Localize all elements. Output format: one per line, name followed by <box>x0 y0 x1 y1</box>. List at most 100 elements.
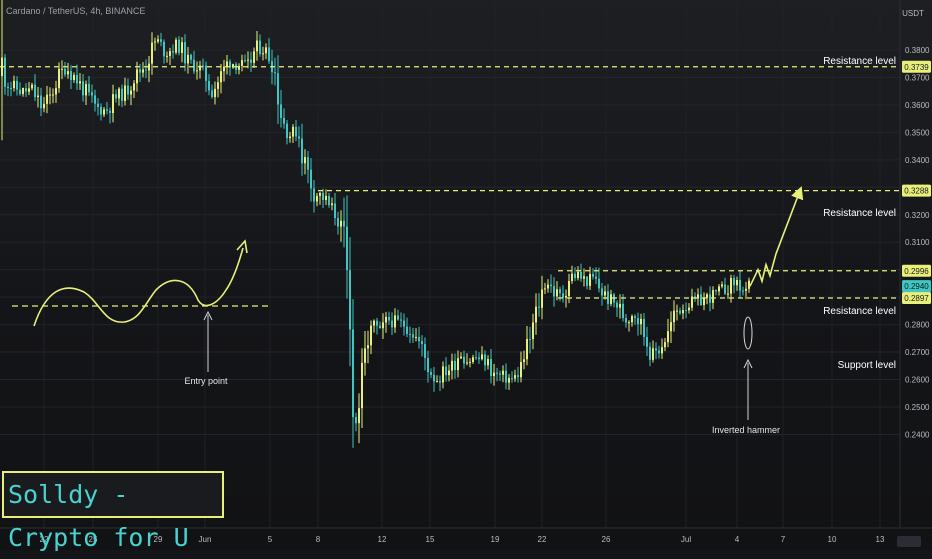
candle-body <box>739 279 741 291</box>
candle-body <box>226 61 228 67</box>
candle-body <box>340 220 342 227</box>
entry-label: Entry point <box>184 376 228 386</box>
candle-body <box>742 290 744 292</box>
candle-body <box>400 319 402 321</box>
candle-body <box>733 278 735 286</box>
candle-body <box>625 318 627 323</box>
candle-body <box>310 169 312 189</box>
candle-body <box>526 339 528 360</box>
candle-body <box>622 303 624 319</box>
candle-body <box>535 306 537 323</box>
candle-body <box>229 61 231 68</box>
candle-body <box>556 289 558 297</box>
candle-body <box>667 331 669 343</box>
time-axis[interactable]: 22 25 29 Jun 5 8 12 15 19 22 26 Jul 4 7 10 13 <box>40 535 885 544</box>
candle-body <box>268 47 270 62</box>
price-axis[interactable]: 0.38000.37000.36000.35000.34000.33000.32… <box>905 46 930 439</box>
price-tick-label: 0.3400 <box>905 156 930 165</box>
candle-body <box>301 138 303 164</box>
candle-body <box>433 374 435 382</box>
candle-body <box>508 378 510 383</box>
candle-body <box>199 65 201 71</box>
entry-wave <box>33 247 244 327</box>
price-tick-label: 0.3500 <box>905 128 930 137</box>
candle-body <box>436 381 438 383</box>
candle-body <box>592 273 594 277</box>
candle-body <box>331 203 333 206</box>
candle-body <box>532 322 534 340</box>
time-tick-label: 8 <box>316 535 321 544</box>
time-tick-label: 25 <box>89 535 98 544</box>
candle-body <box>298 136 300 139</box>
price-tick-label: 0.2400 <box>905 430 930 439</box>
candle-body <box>424 344 426 358</box>
candle-body <box>727 293 729 295</box>
candle-body <box>7 86 9 89</box>
candle-body <box>322 192 324 201</box>
candle-body <box>712 290 714 303</box>
levels-layer <box>0 66 900 299</box>
price-tick-label: 0.2700 <box>905 348 930 357</box>
candle-body <box>13 80 15 89</box>
candle-body <box>181 42 183 53</box>
candle-body <box>265 47 267 54</box>
candles-layer <box>1 0 750 448</box>
candle-body <box>541 289 543 308</box>
candle-body <box>70 71 72 80</box>
candle-body <box>454 360 456 371</box>
candle-body <box>430 372 432 375</box>
candle-body <box>460 356 462 359</box>
resistance-label-1: Resistance level <box>823 56 896 67</box>
candle-body <box>586 276 588 286</box>
candle-body <box>427 357 429 373</box>
candle-body <box>706 294 708 298</box>
candle-body <box>730 278 732 294</box>
candle-body <box>205 65 207 81</box>
candle-body <box>73 75 75 80</box>
time-tick-label: 12 <box>378 535 387 544</box>
candle-body <box>493 372 495 377</box>
candle-body <box>118 88 120 99</box>
candle-body <box>418 336 420 342</box>
candle-body <box>208 80 210 91</box>
candle-body <box>187 54 189 64</box>
candle-body <box>307 157 309 170</box>
grid-lines <box>0 0 900 528</box>
time-tick-label: 22 <box>40 535 49 544</box>
candle-body <box>568 280 570 296</box>
candle-body <box>403 320 405 327</box>
time-tick-label: 29 <box>154 535 163 544</box>
entry-wave-arrowhead <box>236 239 248 254</box>
time-tick-label: 10 <box>828 535 837 544</box>
candle-body <box>565 295 567 298</box>
forecast-arrow <box>749 186 804 287</box>
candle-body <box>664 342 666 348</box>
candle-body <box>250 59 252 63</box>
candle-body <box>82 81 84 96</box>
candle-body <box>487 359 489 366</box>
candle-body <box>379 325 381 329</box>
level-badge-2-text: 0.3288 <box>904 187 929 196</box>
candle-body <box>658 350 660 354</box>
candle-body <box>421 341 423 345</box>
candle-body <box>637 317 639 325</box>
candle-body <box>334 203 336 218</box>
candle-body <box>97 103 99 107</box>
candle-body <box>517 375 519 378</box>
candle-body <box>325 195 327 201</box>
candle-body <box>529 339 531 341</box>
candle-body <box>385 316 387 323</box>
candle-body <box>247 59 249 61</box>
candle-body <box>580 271 582 279</box>
candle-body <box>154 41 156 43</box>
candle-body <box>337 217 339 227</box>
candle-body <box>466 362 468 364</box>
candle-body <box>703 297 705 306</box>
candle-body <box>46 94 48 104</box>
candle-body <box>412 334 414 338</box>
candle-body <box>697 294 699 299</box>
candle-body <box>22 88 24 95</box>
candle-body <box>166 55 168 57</box>
